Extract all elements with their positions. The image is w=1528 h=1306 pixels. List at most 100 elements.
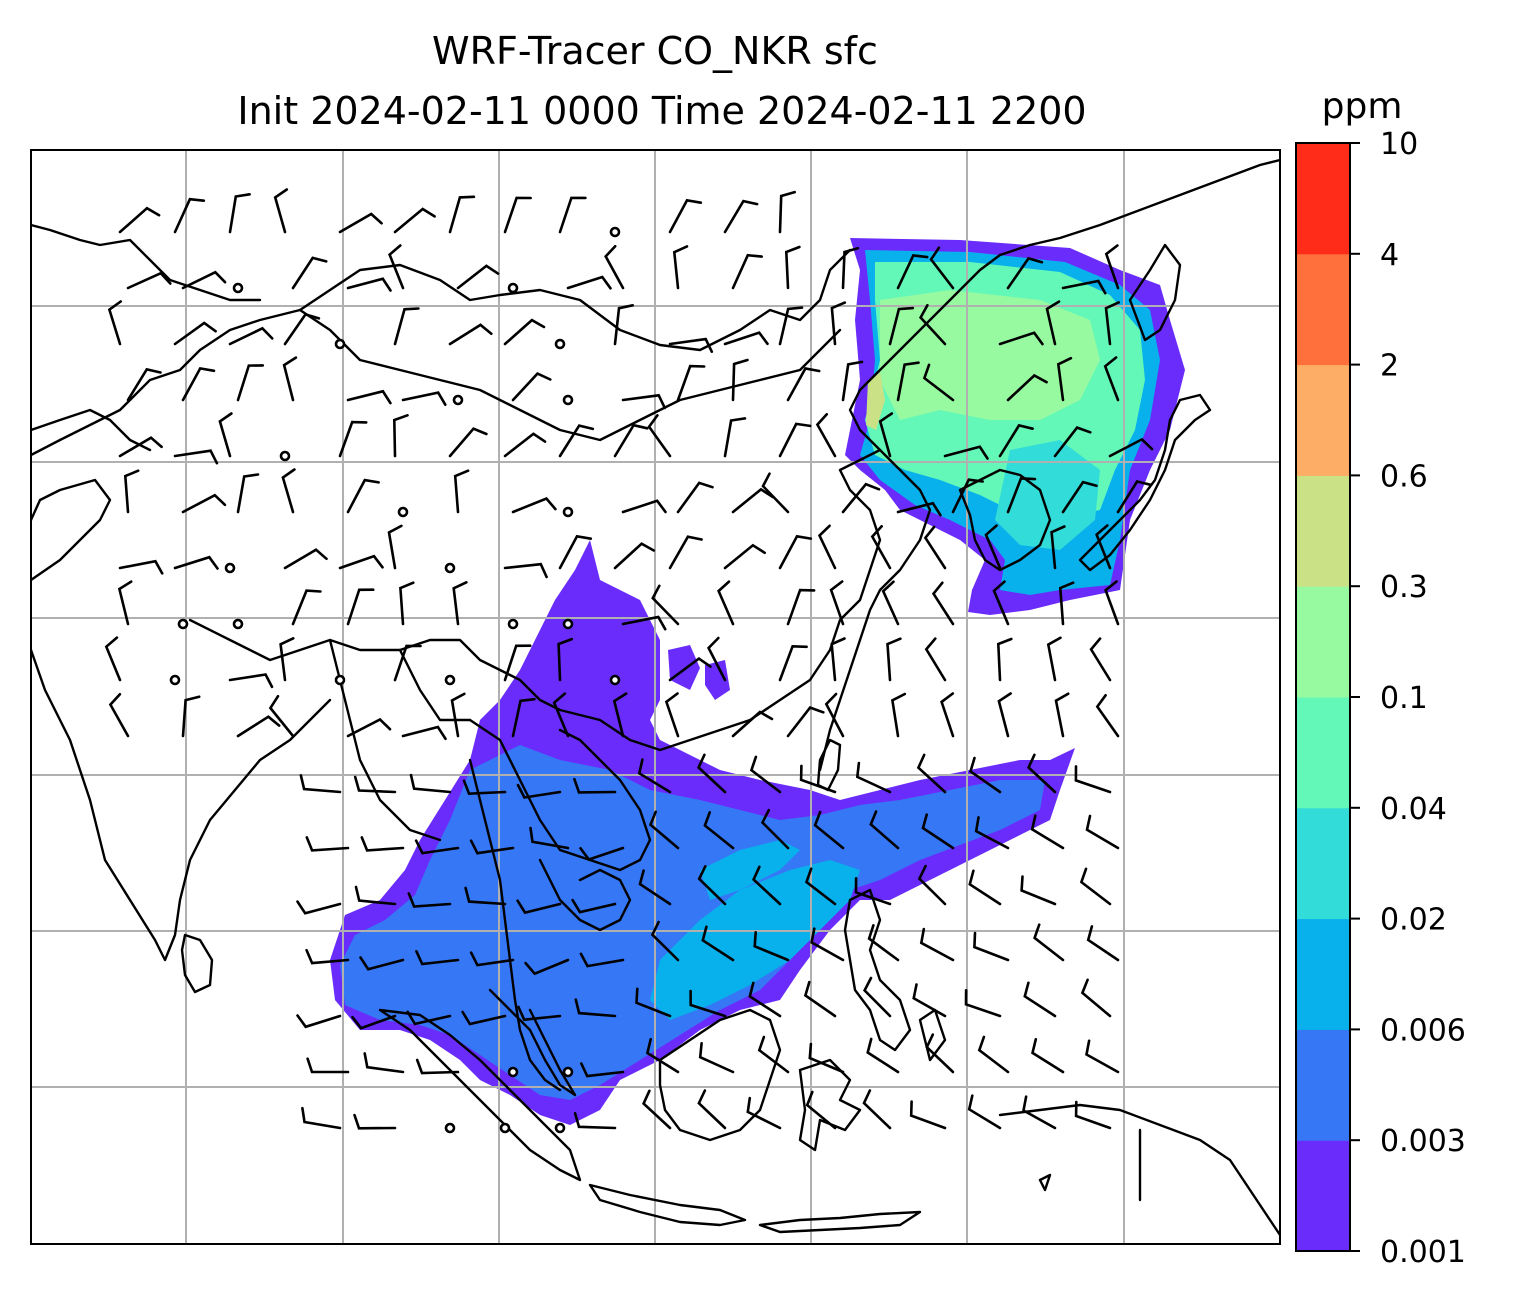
wind-barb — [967, 1094, 1002, 1130]
calm-wind-markers — [169, 226, 621, 1134]
wind-barb — [353, 1113, 397, 1130]
calm-wind-marker — [397, 506, 409, 518]
wind-barb — [984, 524, 1002, 570]
colorbar-swatch — [1296, 586, 1350, 698]
wind-barb — [452, 581, 468, 626]
wind-barb — [579, 846, 625, 862]
wind-barb — [571, 898, 617, 914]
wind-barb — [108, 692, 130, 738]
calm-wind-marker — [507, 618, 519, 630]
wind-barb — [469, 839, 515, 855]
wind-barb — [1053, 426, 1092, 458]
coastline-new-guinea — [998, 1103, 1280, 1237]
wind-barb — [841, 482, 881, 514]
wind-barb — [107, 300, 122, 346]
calm-wind-marker — [224, 562, 236, 574]
colorbar-tick-label: 0.1 — [1380, 681, 1428, 716]
calm-wind-marker — [444, 1122, 456, 1134]
wind-barb — [282, 356, 298, 402]
border-western — [31, 223, 262, 452]
wind-barb — [749, 755, 782, 794]
wind-barb — [558, 534, 593, 570]
wind-barb — [291, 256, 328, 290]
wind-barb — [1104, 580, 1120, 626]
wind-barb — [1054, 692, 1070, 738]
wind-barb — [453, 469, 470, 514]
wind-barb — [753, 931, 790, 962]
wind-barb — [912, 983, 947, 1018]
wind-barb — [731, 487, 775, 514]
coastline-sumatra — [378, 1008, 582, 1182]
colorbar-swatch — [1296, 1029, 1350, 1141]
wind-barb — [919, 304, 947, 346]
field-ne-teal — [995, 440, 1100, 550]
wind-barb — [1056, 356, 1073, 402]
wind-barb — [338, 212, 383, 234]
calm-wind-marker — [232, 618, 244, 630]
coastline-sri-lanka — [180, 933, 214, 994]
wind-barb — [919, 927, 955, 962]
wind-barb — [951, 478, 984, 514]
wind-barb — [731, 253, 763, 290]
wind-barb — [1085, 1039, 1120, 1074]
wind-barb — [579, 952, 625, 968]
wind-barb — [977, 1035, 1010, 1074]
wind-barb — [697, 753, 727, 794]
wind-barb — [964, 989, 1002, 1018]
wind-barb — [613, 542, 656, 570]
wind-barb — [268, 694, 295, 738]
wind-barb — [757, 1035, 790, 1074]
wind-barb — [613, 423, 649, 458]
wind-barb — [306, 1057, 350, 1074]
wind-barbs — [104, 188, 1154, 1130]
wind-barb — [558, 196, 587, 234]
wind-barb — [784, 245, 801, 290]
wind-barb — [717, 580, 735, 626]
wind-barb — [922, 363, 955, 402]
wind-barb — [279, 637, 295, 682]
wind-barb — [1104, 244, 1120, 290]
wind-barb — [291, 589, 322, 626]
wind-barb — [723, 417, 747, 458]
wind-barb — [896, 501, 942, 517]
coastline-malay — [488, 988, 577, 1097]
calm-wind-marker — [279, 450, 291, 462]
wind-barb — [896, 253, 929, 290]
wind-barb — [173, 449, 219, 465]
wind-barb — [786, 367, 821, 402]
wind-barb — [997, 692, 1012, 738]
wind-barb — [921, 813, 955, 850]
wind-barb — [393, 307, 420, 346]
calm-wind-marker — [334, 338, 346, 350]
wind-barb — [462, 779, 507, 796]
wind-barb — [346, 389, 392, 405]
wind-barb — [974, 816, 1010, 850]
colorbar-swatch — [1296, 253, 1350, 366]
wind-barb — [805, 1090, 837, 1130]
wind-barb — [668, 198, 703, 234]
wind-barb — [552, 692, 570, 738]
wind-barb — [1020, 875, 1057, 906]
wind-barb — [925, 1033, 955, 1074]
calm-wind-marker — [507, 282, 519, 294]
wind-barb — [703, 811, 735, 850]
wind-barb — [558, 424, 595, 458]
wind-barb — [866, 1037, 900, 1074]
wind-barb — [731, 710, 774, 738]
wind-barb — [393, 207, 436, 234]
wind-barb — [354, 885, 397, 906]
wind-barb — [642, 1089, 672, 1130]
colorbar-swatch — [1296, 697, 1350, 809]
wind-barb — [173, 197, 206, 234]
wind-barb — [923, 525, 947, 570]
wind-barb — [387, 524, 403, 570]
wind-barb — [281, 468, 296, 514]
wind-barb — [1080, 978, 1112, 1018]
wind-barb — [517, 1005, 562, 1022]
wind-barb — [701, 925, 735, 962]
wind-barb — [516, 899, 562, 915]
wind-barb — [1116, 480, 1152, 514]
wind-barb — [881, 580, 900, 626]
calm-wind-marker — [562, 394, 574, 406]
